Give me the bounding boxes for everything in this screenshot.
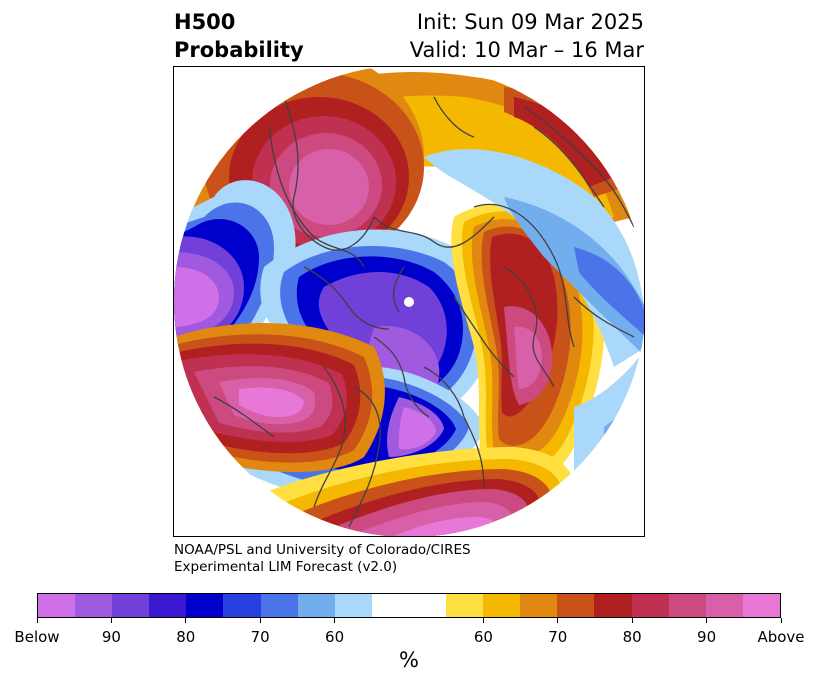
- colorbar-below-7: [297, 594, 335, 617]
- colorbar-tick-label: 60: [325, 628, 345, 646]
- colorbar-above-4: [594, 594, 632, 617]
- colorbar-neutral: [371, 594, 447, 617]
- colorbar-above-5: [631, 594, 669, 617]
- colorbar-tick-label: 80: [622, 628, 642, 646]
- colorbar-unit: %: [399, 648, 419, 672]
- colorbar-tickmark: [631, 618, 633, 623]
- colorbar-tickmark: [36, 618, 38, 623]
- colorbar-above-7: [705, 594, 743, 617]
- title-block: H500 Probability: [174, 8, 304, 64]
- below-anomaly-west: [174, 180, 296, 367]
- colorbar-above-0: [446, 594, 484, 617]
- polar-map: [173, 66, 645, 537]
- colorbar-tickmark: [557, 618, 559, 623]
- colorbar-below-0: [38, 594, 76, 617]
- colorbar-below-3: [149, 594, 187, 617]
- colorbar-below-8: [334, 594, 372, 617]
- colorbar-tickmark: [482, 618, 484, 623]
- colorbar-tick-label: 90: [697, 628, 717, 646]
- credit-line-2: Experimental LIM Forecast (v2.0): [174, 559, 398, 575]
- probability-field: [174, 67, 644, 536]
- date-block: Init: Sun 09 Mar 2025 Valid: 10 Mar – 16…: [410, 8, 644, 64]
- variable-title: H500: [174, 10, 236, 34]
- colorbar-tick-label: Below: [14, 628, 60, 646]
- colorbar-above-1: [483, 594, 521, 617]
- init-date: Init: Sun 09 Mar 2025: [416, 10, 644, 34]
- colorbar-below-1: [75, 594, 113, 617]
- colorbar-tick-label: Above: [757, 628, 805, 646]
- above-anomaly-pacific: [174, 323, 385, 472]
- colorbar-tick-label: 90: [101, 628, 121, 646]
- above-anomaly-atlantic: [254, 447, 575, 536]
- colorbar-tick-label: 80: [176, 628, 196, 646]
- colorbar-below-6: [260, 594, 298, 617]
- colorbar-tickmark: [259, 618, 261, 623]
- colorbar: [37, 593, 781, 618]
- north-pole-marker: [404, 297, 414, 307]
- colorbar-below-2: [112, 594, 150, 617]
- credit-text: NOAA/PSL and University of Colorado/CIRE…: [174, 542, 471, 576]
- above-anomaly-east: [451, 203, 605, 487]
- colorbar-tick-label: 70: [548, 628, 568, 646]
- colorbar-above-2: [520, 594, 558, 617]
- colorbar-tickmark: [780, 618, 782, 623]
- colorbar-tickmark: [706, 618, 708, 623]
- valid-range: Valid: 10 Mar – 16 Mar: [409, 38, 644, 62]
- colorbar-below-5: [223, 594, 261, 617]
- colorbar-tickmark: [110, 618, 112, 623]
- colorbar-above-6: [668, 594, 706, 617]
- colorbar-above-3: [557, 594, 595, 617]
- colorbar-above-8: [742, 594, 780, 617]
- below-anomaly-siberia: [424, 149, 644, 367]
- variable-subtitle: Probability: [174, 38, 304, 62]
- colorbar-tickmark: [334, 618, 336, 623]
- credit-line-1: NOAA/PSL and University of Colorado/CIRE…: [174, 542, 471, 558]
- coastlines: [213, 96, 635, 528]
- colorbar-tickmark: [185, 618, 187, 623]
- colorbar-below-4: [186, 594, 224, 617]
- colorbar-tick-label: 60: [473, 628, 493, 646]
- colorbar-tick-label: 70: [250, 628, 270, 646]
